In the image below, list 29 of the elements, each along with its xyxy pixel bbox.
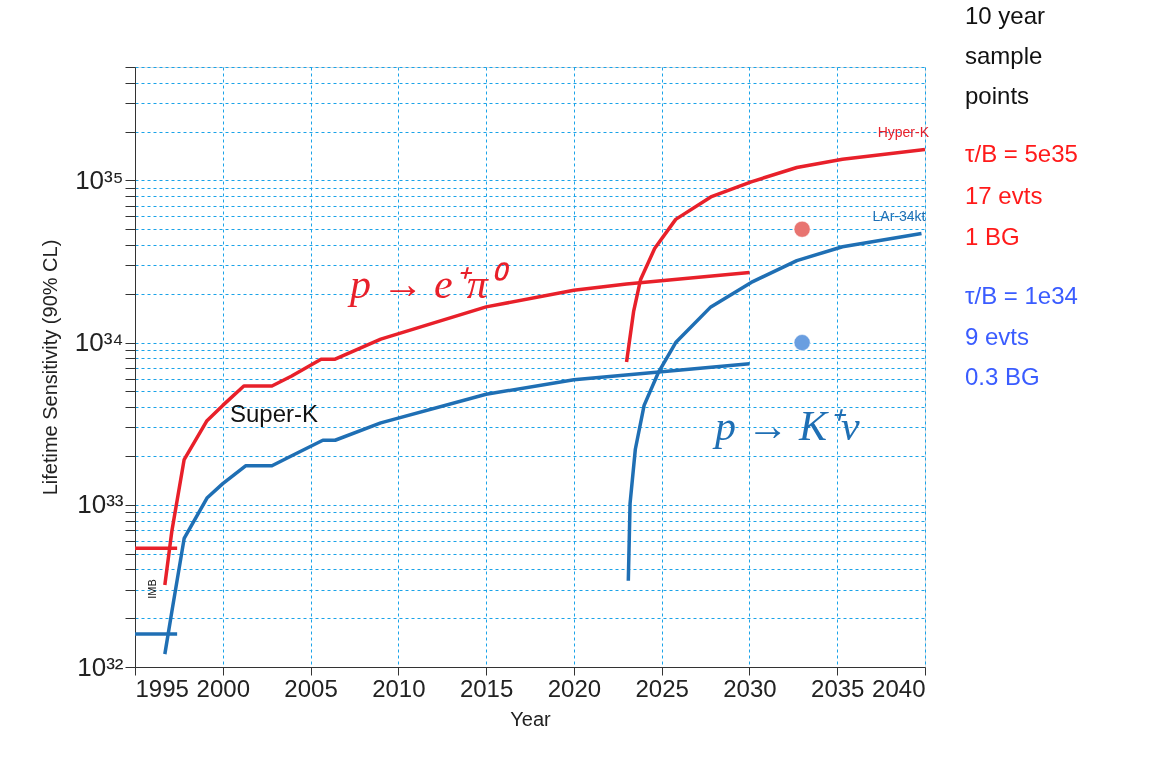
x-tick-label: 1995	[135, 674, 189, 702]
y-tick-label: 10³⁵	[75, 164, 124, 195]
text: 0.3 BG	[965, 363, 1040, 390]
series-label: Hyper-K	[877, 123, 930, 140]
annotation: p → K⁺ν	[712, 403, 861, 449]
annotation: Super-K	[230, 400, 319, 427]
y-tick-label: 10³²	[77, 651, 124, 682]
x-tick-label: 2020	[547, 674, 602, 702]
text: τ/B = 1e34	[965, 282, 1078, 309]
text: 1 BG	[965, 223, 1020, 250]
y-axis-title: Lifetime Sensitivity (90% CL)	[38, 239, 61, 496]
annotation: IMB	[146, 579, 158, 599]
text: τ/B = 5e35	[965, 140, 1078, 167]
text: 17 evts	[965, 182, 1043, 209]
text: 10 year sample points	[965, 2, 1046, 109]
x-tick-label: 2010	[372, 674, 426, 702]
annotation: p → e⁺π⁰	[347, 261, 510, 307]
x-tick-label: 2030	[723, 674, 777, 702]
series-label: LAr-34kt	[872, 207, 926, 224]
y-tick-label: 10³³	[77, 489, 124, 520]
x-tick-label: 2005	[284, 674, 338, 702]
x-axis-title: Year	[510, 707, 552, 730]
x-tick-label: 2015	[459, 674, 514, 702]
x-tick-label: 2035	[811, 674, 865, 702]
text: 9 evts	[965, 323, 1030, 350]
x-tick-label: 2040	[872, 674, 926, 702]
x-tick-label: 2000	[196, 674, 250, 702]
x-tick-label: 2025	[635, 674, 689, 702]
y-tick-label: 10³⁴	[74, 327, 124, 358]
